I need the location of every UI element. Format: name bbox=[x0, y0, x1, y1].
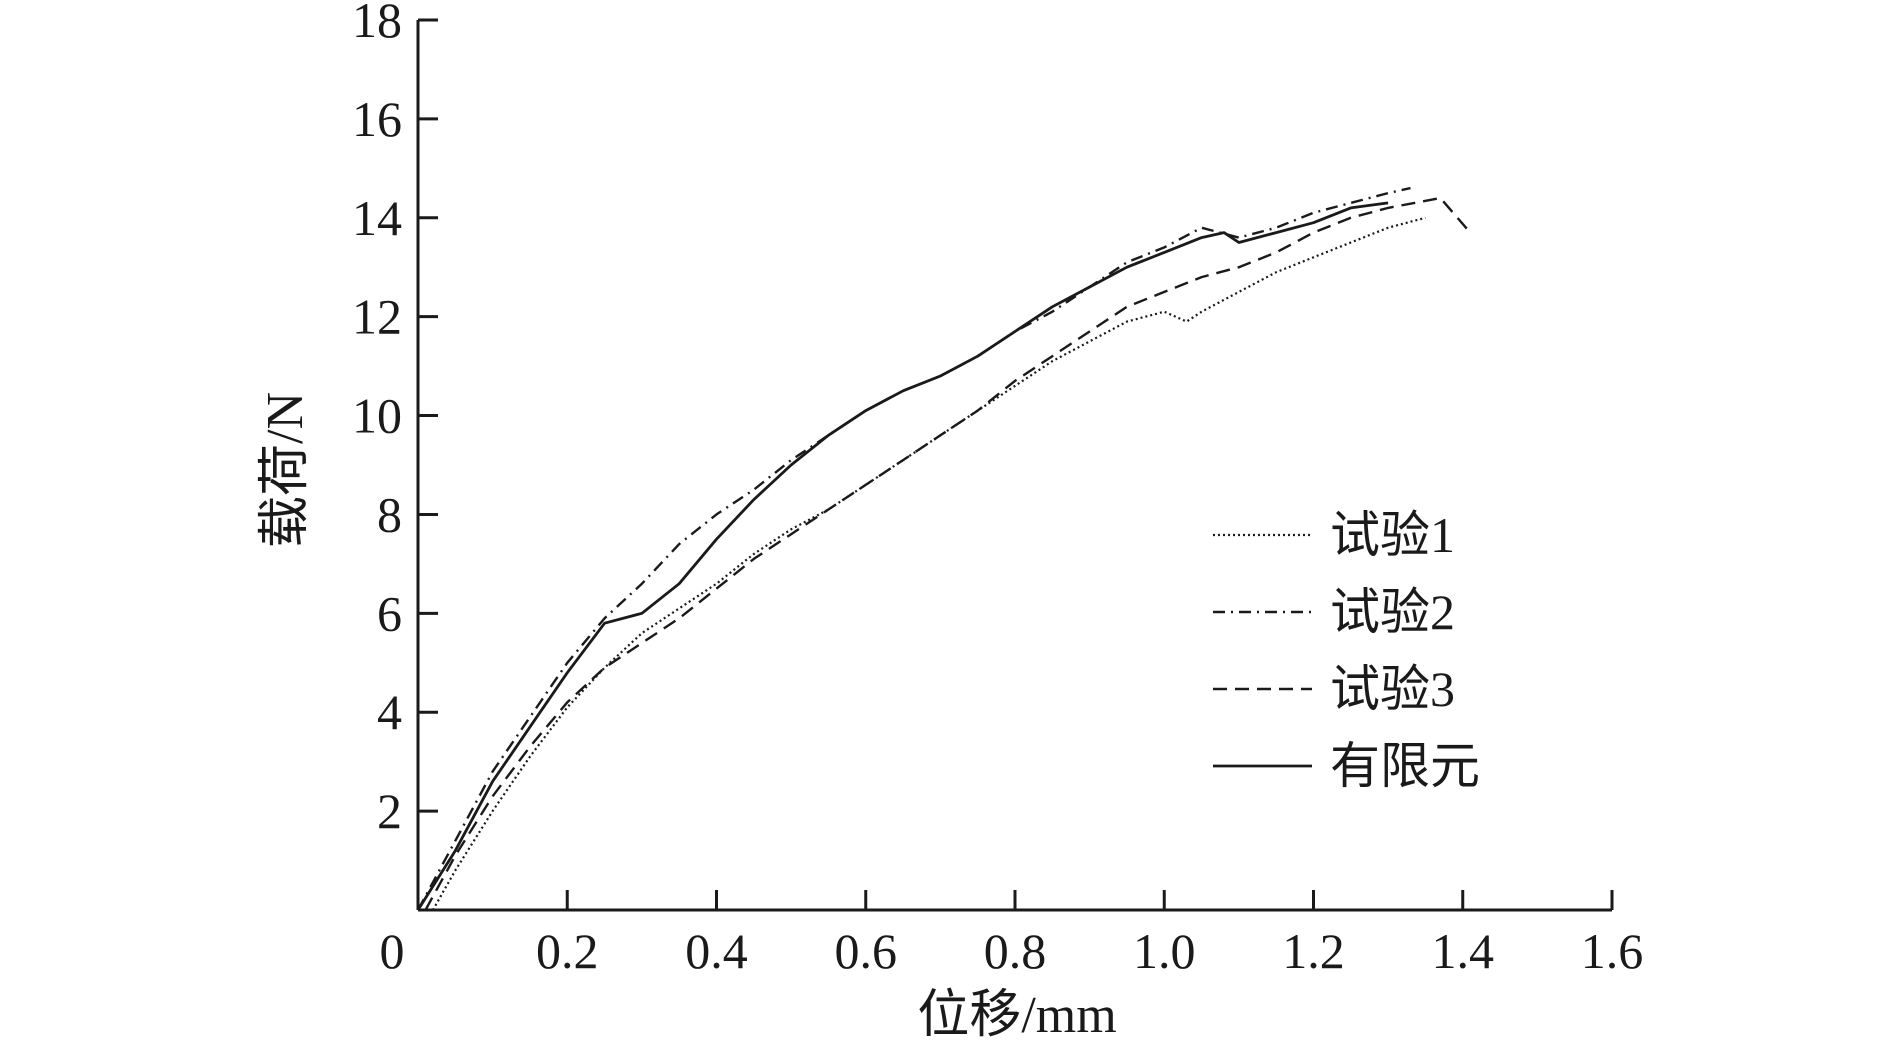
y-tick-label: 2 bbox=[377, 783, 402, 839]
x-tick-label: 1.6 bbox=[1581, 923, 1644, 979]
y-tick-label: 18 bbox=[352, 0, 402, 48]
series-line-3 bbox=[424, 196, 1472, 911]
y-tick-label: 6 bbox=[377, 585, 402, 641]
y-tick-label: 12 bbox=[352, 289, 402, 345]
legend-label: 试验2 bbox=[1330, 584, 1455, 640]
x-tick-label: 1.4 bbox=[1432, 923, 1495, 979]
x-tick-label: 0.6 bbox=[835, 923, 898, 979]
x-tick-label: 0.4 bbox=[685, 923, 748, 979]
y-axis-title: 载荷/N bbox=[257, 392, 314, 548]
series-group bbox=[416, 186, 1472, 911]
legend-label: 有限元 bbox=[1330, 738, 1480, 794]
x-tick-label: 1.0 bbox=[1133, 923, 1196, 979]
axes: 0 0.2 0.4 0.6 0.8 1.0 1.2 1.4 1.6 2 4 6 8 10 12 14 16 18 bbox=[352, 0, 1643, 979]
series-line-2 bbox=[416, 186, 1411, 911]
legend: 试验1 试验2 试验3 有限元 bbox=[1213, 507, 1480, 794]
y-tick-label: 4 bbox=[377, 684, 402, 740]
y-tick-label: 10 bbox=[352, 388, 402, 444]
x-tick-label: 0 bbox=[380, 923, 405, 979]
y-tick-label: 8 bbox=[377, 486, 402, 542]
x-axis-title: 位移/mm bbox=[917, 987, 1116, 1044]
legend-label: 试验3 bbox=[1330, 661, 1455, 717]
series-line-1 bbox=[431, 216, 1426, 911]
series-line-4 bbox=[416, 201, 1389, 911]
y-tick-label: 16 bbox=[352, 91, 402, 147]
x-tick-label: 1.2 bbox=[1282, 923, 1345, 979]
legend-label: 试验1 bbox=[1330, 507, 1455, 563]
y-tick-label: 14 bbox=[352, 190, 402, 246]
x-tick-label: 0.2 bbox=[536, 923, 599, 979]
x-tick-label: 0.8 bbox=[984, 923, 1047, 979]
